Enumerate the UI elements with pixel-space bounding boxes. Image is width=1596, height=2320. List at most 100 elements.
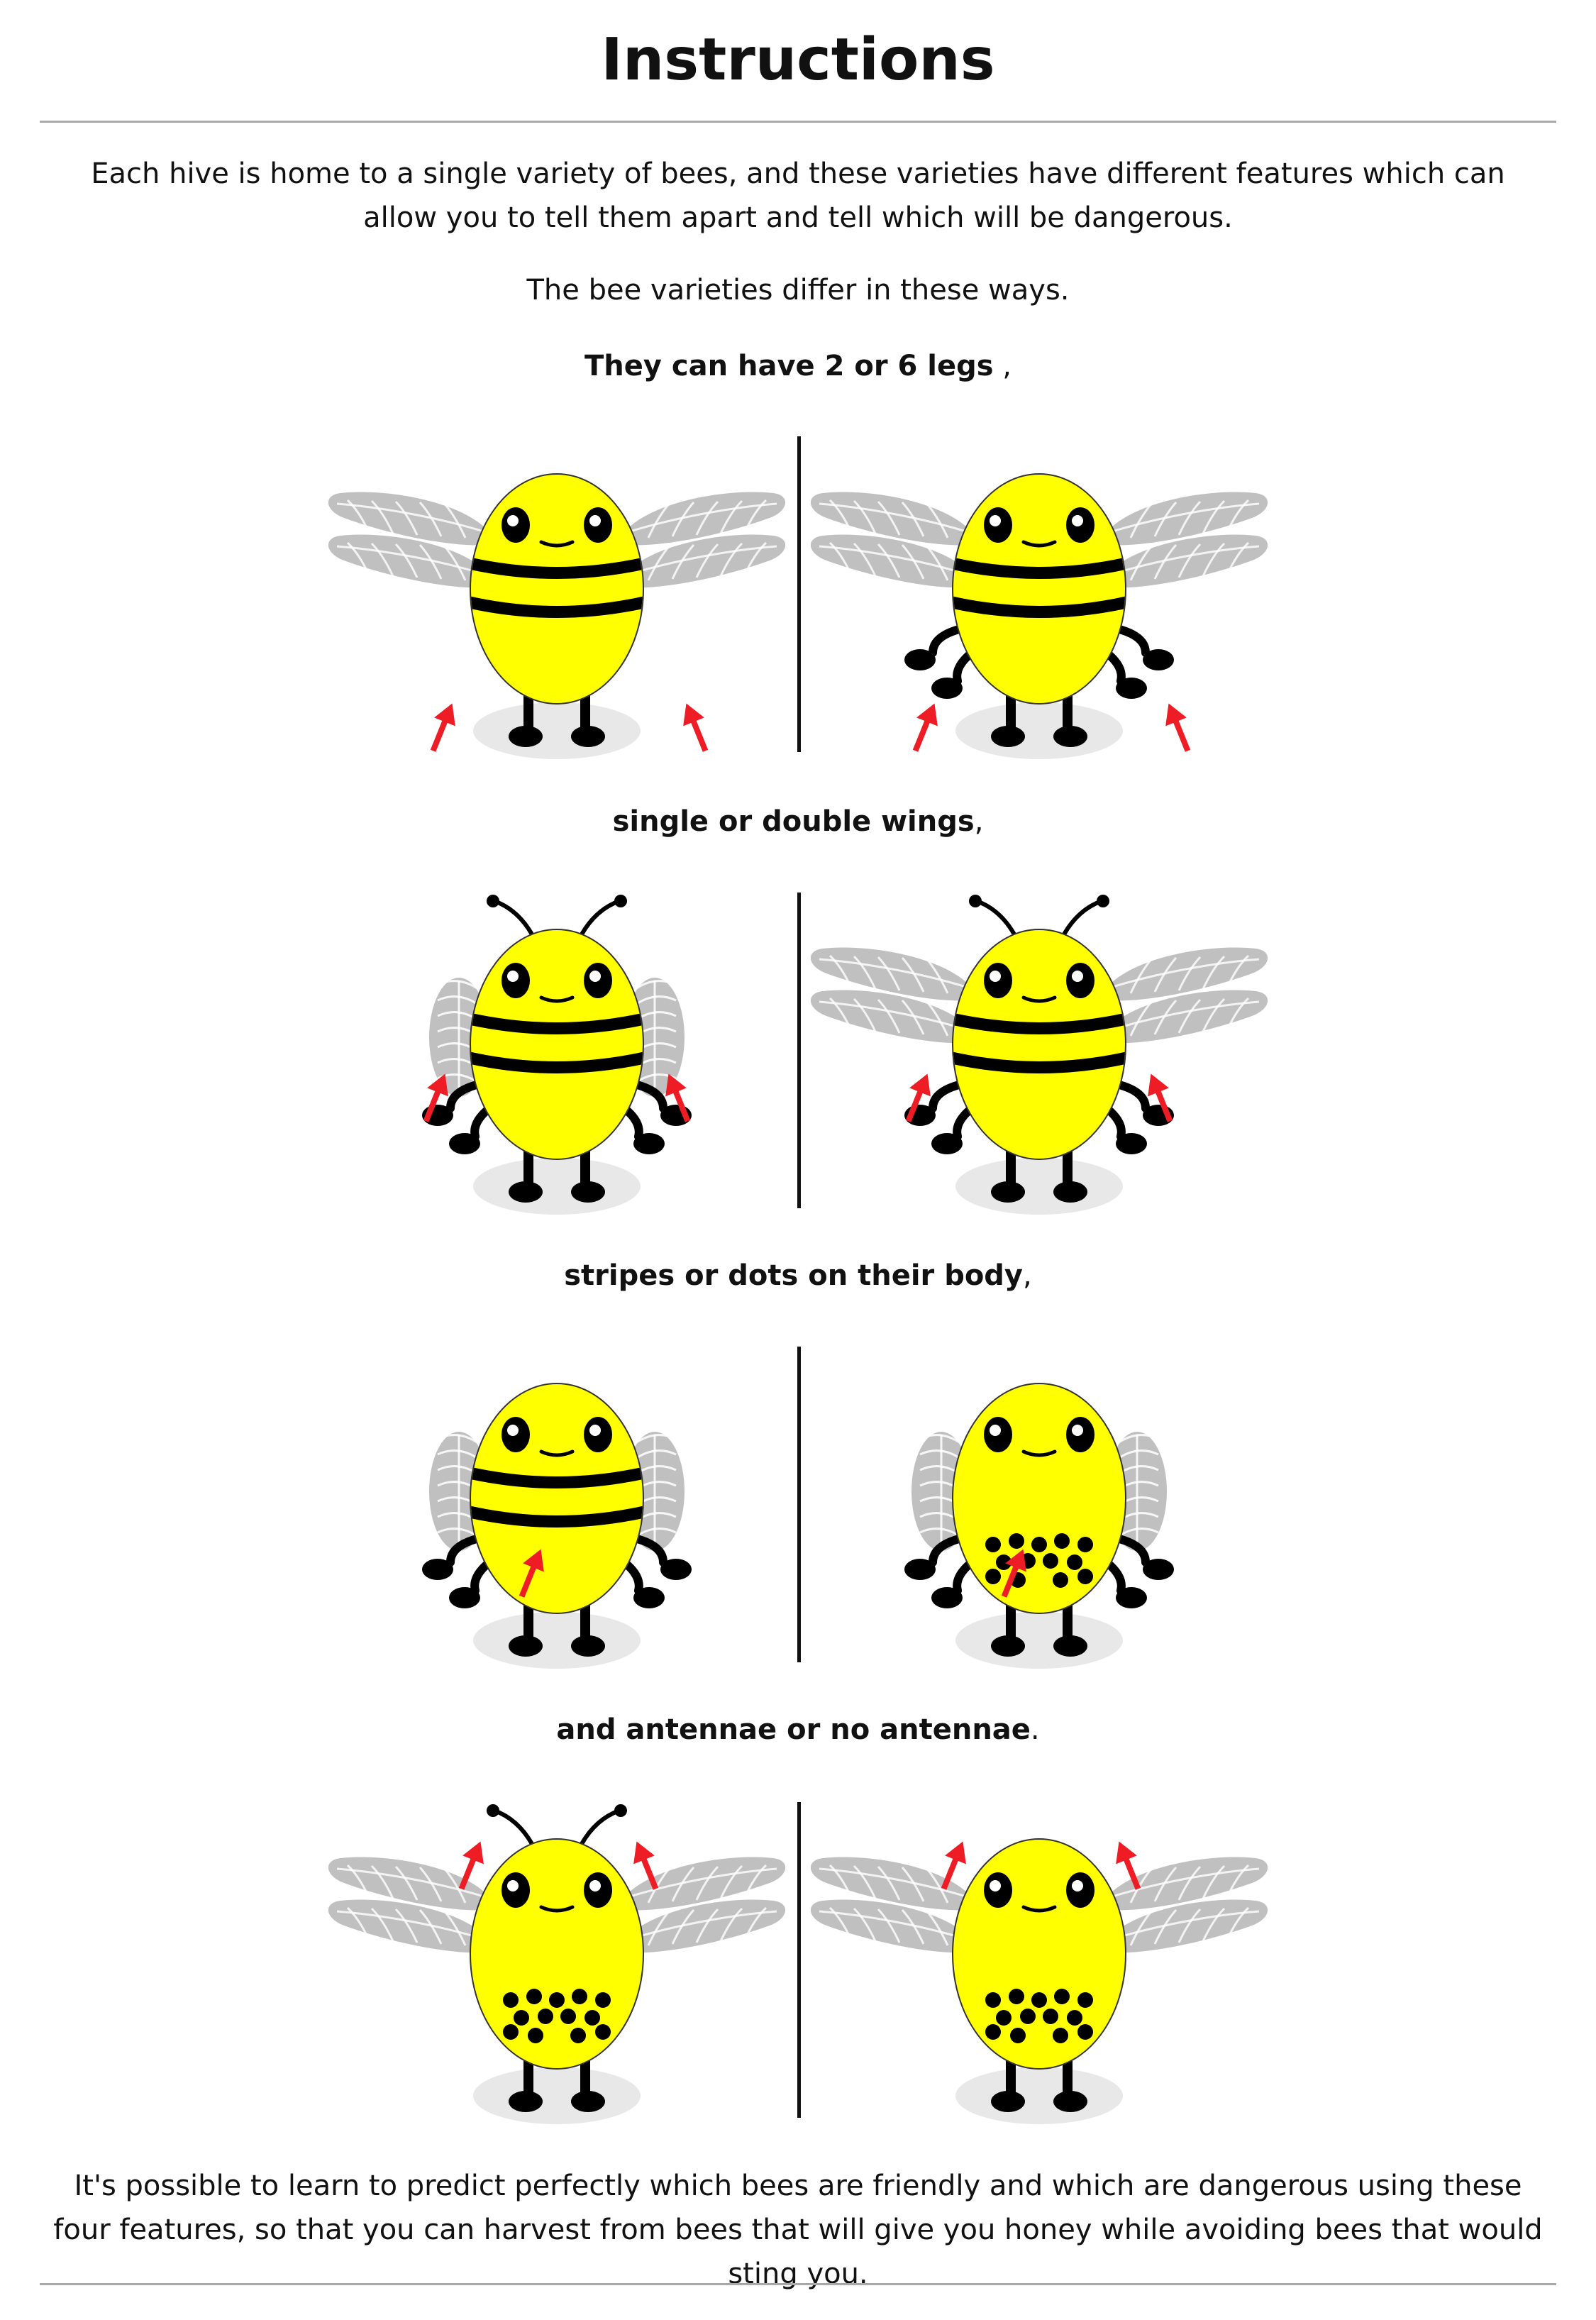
- bee-foot: [1143, 1559, 1174, 1580]
- bee-foot: [1053, 2091, 1087, 2112]
- comparison-divider-wings: [797, 893, 801, 1208]
- bee-wing-lower-right: [1107, 990, 1268, 1044]
- bee-foot: [449, 1133, 480, 1154]
- bee-body: [952, 929, 1126, 1160]
- bee-illustration: [328, 473, 786, 759]
- feature-heading-antennae: and antennae or no antennae.: [0, 1710, 1596, 1750]
- bee-shadow: [473, 2067, 641, 2124]
- bee-illustration: [904, 1383, 1174, 1669]
- bee-wing-upper-left: [810, 1857, 972, 1911]
- feature-legs-bold: They can have 2 or 6 legs: [584, 350, 994, 382]
- bee-wing-lower-left: [810, 534, 972, 588]
- feature-wings-tail: ,: [974, 805, 984, 838]
- bee-wing-lower-right: [1107, 1899, 1268, 1953]
- bee-body: [470, 473, 644, 705]
- bee-body: [952, 473, 1126, 705]
- bee-eye-highlight: [1072, 515, 1083, 526]
- bee-stripes: [471, 554, 643, 618]
- bee-foot: [1116, 678, 1147, 699]
- bee-foot: [509, 2091, 543, 2112]
- bee-body: [952, 1383, 1126, 1614]
- bee-foot: [449, 1587, 480, 1608]
- bee-antenna-tip: [487, 1804, 499, 1817]
- bee-wing-upper-left: [328, 1857, 489, 1911]
- bee-wing-upper-right: [1107, 1857, 1268, 1911]
- feature-arrow: [665, 1073, 691, 1122]
- bee-eye-highlight: [589, 515, 601, 526]
- bee-eye-highlight: [589, 1425, 601, 1436]
- feature-heading-pattern: stripes or dots on their body,: [0, 1256, 1596, 1296]
- bee-antenna-tip: [1097, 895, 1109, 907]
- bee-foot: [1053, 1635, 1087, 1657]
- bee-shadow: [473, 1612, 641, 1669]
- bee-antenna-right: [1062, 899, 1103, 936]
- bee-wing-upper-left: [810, 947, 972, 1001]
- bee-shadow: [473, 702, 641, 759]
- bee-foot: [633, 1133, 665, 1154]
- feature-arrow: [1148, 1073, 1173, 1122]
- bee-foot: [1143, 649, 1174, 670]
- bee-mouth: [1021, 1905, 1057, 1913]
- feature-heading-wings: single or double wings,: [0, 802, 1596, 841]
- bee-stripes: [471, 1464, 643, 1528]
- feature-pattern-tail: ,: [1023, 1259, 1032, 1292]
- bee-antenna-tip: [614, 895, 627, 907]
- bee-illustration: [810, 1838, 1268, 2124]
- bee-antenna-left: [493, 1808, 534, 1845]
- bee-dots: [985, 1989, 1093, 2043]
- bee-foot: [571, 1635, 605, 1657]
- differ-text: The bee varieties differ in these ways.: [526, 274, 1070, 306]
- bee-foot: [904, 649, 936, 670]
- bee-wing-lower-right: [624, 534, 786, 588]
- bee-eye-highlight: [589, 1880, 601, 1891]
- bee-foot: [660, 1559, 692, 1580]
- feature-arrow: [1165, 703, 1191, 752]
- bee-wing-upper-left: [328, 492, 489, 546]
- bee-illustration: [422, 895, 692, 1215]
- bee-foot: [1053, 1181, 1087, 1203]
- bee-eye-highlight: [1072, 971, 1083, 982]
- bee-eye-highlight: [507, 971, 519, 982]
- page-title: Instructions: [601, 26, 995, 94]
- bee-antenna-left: [975, 899, 1016, 936]
- bee-mouth: [539, 1449, 575, 1457]
- bee-shadow: [955, 1158, 1123, 1215]
- feature-legs-tail: ,: [993, 350, 1012, 382]
- bee-foot: [633, 1587, 665, 1608]
- comparison-divider-legs: [797, 436, 801, 752]
- bee-wing-lower-left: [328, 534, 489, 588]
- bee-eye-highlight: [990, 971, 1001, 982]
- bee-foot: [991, 726, 1025, 747]
- bee-mouth: [539, 540, 575, 548]
- bee-foot: [904, 1559, 936, 1580]
- top-divider: [40, 121, 1556, 123]
- bee-illustration: [810, 473, 1268, 759]
- bee-mouth: [539, 995, 575, 1003]
- bee-eye-highlight: [507, 1880, 519, 1891]
- bee-eye-highlight: [990, 1880, 1001, 1891]
- feature-antennae-tail: .: [1030, 1713, 1040, 1746]
- bee-antenna-left: [493, 899, 534, 936]
- bee-foot: [991, 1635, 1025, 1657]
- bee-mouth: [1021, 540, 1057, 548]
- bee-wing-upper-right: [624, 492, 786, 546]
- bee-shadow: [955, 702, 1123, 759]
- bee-eye-highlight: [990, 1425, 1001, 1436]
- intro-text: Each hive is home to a single variety of…: [91, 158, 1505, 234]
- bee-foot: [991, 2091, 1025, 2112]
- feature-wings-bold: single or double wings: [612, 805, 975, 838]
- feature-arrow: [633, 1841, 659, 1890]
- bee-eye-highlight: [507, 515, 519, 526]
- bee-shadow: [955, 1612, 1123, 1669]
- feature-arrow: [1116, 1841, 1141, 1890]
- bee-eye-highlight: [990, 515, 1001, 526]
- bee-stripes: [953, 554, 1125, 618]
- feature-pattern-bold: stripes or dots on their body: [564, 1259, 1024, 1292]
- bottom-divider: [40, 2283, 1556, 2285]
- bee-illustration: [328, 1804, 786, 2124]
- comparison-divider-pattern: [797, 1347, 801, 1662]
- bee-wing-upper-right: [1107, 492, 1268, 546]
- comparison-divider-antennae: [797, 1802, 801, 2118]
- bee-antenna-right: [580, 1808, 621, 1845]
- bee-stripes: [471, 1010, 643, 1073]
